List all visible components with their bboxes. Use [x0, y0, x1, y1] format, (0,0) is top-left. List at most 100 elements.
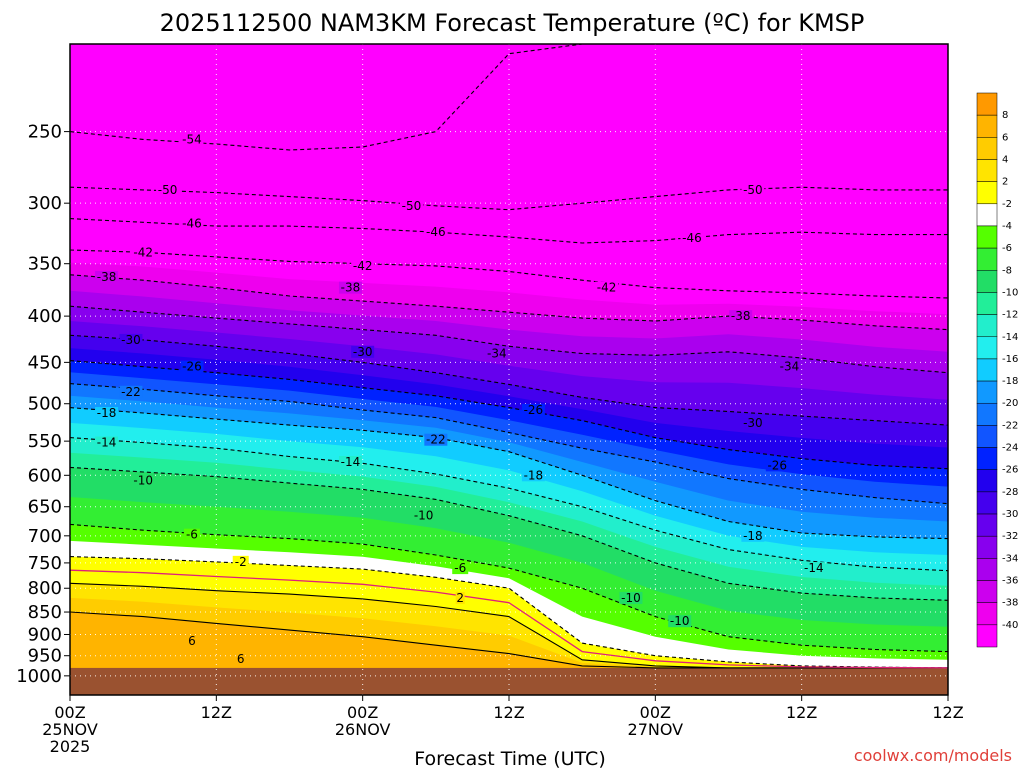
y-tick-label: 800 [28, 578, 62, 599]
x-tick-label: 00Z [347, 703, 378, 722]
contour-label-bg [741, 416, 765, 429]
ground-fill [70, 667, 948, 695]
colorbar-tick-label: -6 [1002, 243, 1012, 254]
contour-label-bg [156, 183, 180, 196]
contour-label-bg [180, 133, 204, 146]
contour-label-bg [399, 199, 423, 212]
contour-label-bg [521, 403, 545, 416]
contour-label-bg [338, 455, 362, 468]
contour-label-bg [680, 232, 704, 245]
colorbar-tick-label: 8 [1002, 110, 1008, 121]
isotherm--22 [70, 383, 948, 505]
pressure-axis: 2503003504004505005506006507007508008509… [16, 122, 70, 687]
contour-label-bg [424, 433, 448, 446]
colorbar-swatch [976, 336, 998, 360]
x-tick-label: 12Z [786, 703, 817, 722]
contour-label: -30 [353, 345, 373, 359]
colorbar-tick-label: -30 [1002, 509, 1018, 520]
colorbar-tick-label: -40 [1002, 620, 1018, 631]
contour-label-bg [351, 259, 375, 272]
colorbar-tick-label: -38 [1002, 598, 1018, 609]
colorbar-swatch [976, 513, 998, 537]
contour-label: -10 [414, 509, 434, 523]
contour-label: -42 [597, 281, 617, 295]
colorbar-swatch [976, 137, 998, 160]
credit-link[interactable]: coolwx.com/models [854, 746, 1012, 765]
colorbar-tick-label: -10 [1002, 287, 1018, 298]
y-tick-label: 900 [28, 624, 62, 645]
contour-label-bg [668, 615, 692, 628]
contour-label: -50 [158, 183, 178, 197]
colorbar-swatch [976, 225, 998, 249]
chart-title: 2025112500 NAM3KM Forecast Temperature (… [160, 9, 865, 37]
contour-label: 2 [456, 591, 464, 605]
contour-label-bg [455, 591, 465, 604]
contour-label-bg [521, 469, 545, 482]
x-tick-date: 27NOV [628, 720, 684, 739]
contour-label-bg [131, 246, 155, 259]
colorbar-swatch [976, 92, 998, 116]
colorbar-swatch [976, 447, 998, 470]
colorbar-tick-label: -4 [1002, 221, 1012, 232]
contour-label-bg [777, 360, 801, 373]
colorbar-tick-label: -34 [1002, 553, 1018, 564]
grid [70, 44, 948, 695]
x-tick-year: 2025 [50, 737, 91, 756]
y-tick-label: 550 [28, 431, 62, 452]
contour-label-bg [485, 347, 509, 360]
contour-label: -26 [767, 458, 787, 472]
colorbar-swatch [976, 580, 998, 603]
contour-label-bg [95, 436, 119, 449]
colorbar-swatch [976, 491, 998, 515]
contour-label-bg [131, 474, 155, 487]
contour-label: -50 [402, 199, 422, 213]
isotherm--2 [70, 556, 948, 669]
colorbar-swatch [976, 358, 998, 382]
y-tick-label: 850 [28, 602, 62, 623]
contour-label-bg [180, 217, 204, 230]
isotherm--6 [70, 523, 948, 653]
colorbar-tick-label: -32 [1002, 531, 1018, 542]
y-tick-label: 450 [28, 352, 62, 373]
contour-label: -14 [341, 455, 361, 469]
colorbar-swatch [976, 624, 998, 648]
contour-label: 6 [188, 634, 196, 648]
colorbar-tick-label: -26 [1002, 465, 1018, 476]
contour-label: -10 [133, 474, 153, 488]
isotherm--26 [70, 360, 948, 470]
contour-label: -6 [186, 528, 198, 542]
y-tick-label: 650 [28, 497, 62, 518]
contour-label: -34 [780, 360, 800, 374]
contour-label-bg [187, 634, 197, 647]
x-tick-date: 25NOV [42, 720, 98, 739]
y-tick-label: 750 [28, 553, 62, 574]
y-tick-label: 1000 [16, 666, 62, 687]
y-tick-label: 250 [28, 122, 62, 143]
contour-label: -38 [731, 309, 751, 323]
y-tick-label: 950 [28, 646, 62, 667]
contour-label: -34 [487, 347, 507, 361]
x-axis-label: Forecast Time (UTC) [414, 748, 605, 768]
colorbar-swatch [976, 114, 998, 138]
colorbar-tick-label: -8 [1002, 265, 1012, 276]
contour-label-bg [232, 555, 249, 568]
colorbar-tick-label: -36 [1002, 576, 1018, 587]
contour-label-bg [119, 385, 143, 398]
y-tick-label: 600 [28, 465, 62, 486]
contour-label-bg [183, 528, 200, 541]
isotherm--18 [70, 407, 948, 540]
y-tick-label: 500 [28, 394, 62, 415]
contour-label: -22 [121, 385, 141, 399]
colorbar-swatch [976, 558, 998, 581]
isotherm-6 [70, 611, 948, 669]
colorbar-swatch [976, 270, 998, 293]
contour-label-bg [351, 345, 375, 358]
x-tick-label: 00Z [54, 703, 85, 722]
colorbar-tick-label: -14 [1002, 332, 1018, 343]
contour-label: -38 [341, 281, 361, 295]
x-tick-label: 00Z [640, 703, 671, 722]
contour-label: -6 [454, 561, 466, 575]
x-tick-date: 26NOV [335, 720, 391, 739]
colorbar-tick-label: -16 [1002, 354, 1018, 365]
